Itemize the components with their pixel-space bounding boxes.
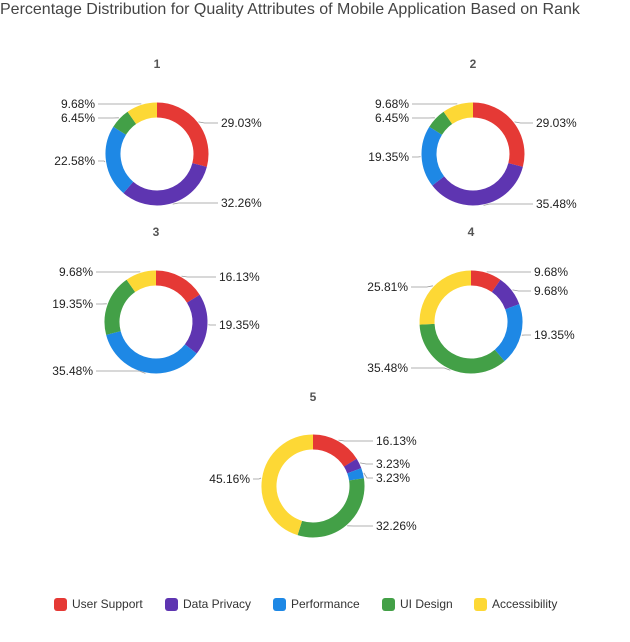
rank-2-label: 2 [470, 57, 477, 71]
rank-5-leader-data-privacy [360, 462, 373, 465]
rank-2-leader-data-privacy [483, 203, 533, 206]
rank-5-leader-user-support [338, 439, 373, 442]
rank-4-label: 4 [468, 225, 475, 239]
legend-swatch-user-support [54, 597, 67, 611]
rank-2-value-accessibility: 9.68% [375, 97, 409, 111]
rank-4-value-performance: 19.35% [534, 328, 575, 342]
rank-3-slice-ui-design [104, 279, 136, 335]
legend-swatch-data-privacy [165, 597, 178, 611]
legend-item-ui-design[interactable]: UI Design [382, 597, 453, 611]
rank-3-value-data-privacy: 19.35% [219, 318, 260, 332]
rank-4-value-data-privacy: 9.68% [534, 284, 568, 298]
rank-5-value-accessibility: 45.16% [209, 472, 250, 486]
rank-5-leader-accessibility [253, 477, 262, 480]
rank-2-value-data-privacy: 35.48% [536, 197, 577, 211]
rank-2-slice-data-privacy [432, 162, 523, 206]
rank-1-leader-data-privacy [172, 202, 218, 205]
legend-item-user-support[interactable]: User Support [54, 597, 143, 611]
legend-item-accessibility[interactable]: Accessibility [474, 597, 557, 611]
rank-5-slice-accessibility [261, 434, 314, 536]
rank-2-slice-performance [421, 126, 445, 186]
rank-3-label: 3 [153, 225, 160, 239]
rank-1-slice-user-support [156, 102, 209, 167]
rank-1-value-user-support: 29.03% [221, 116, 262, 130]
rank-2-slice-user-support [472, 102, 525, 167]
rank-3-leader-performance [96, 370, 146, 374]
rank-2-slice-ui-design [429, 111, 453, 135]
rank-5-slice-data-privacy [343, 458, 362, 474]
legend-label-ui-design: UI Design [400, 597, 453, 611]
chart-title: Percentage Distribution for Quality Attr… [0, 1, 580, 18]
rank-3-slice-data-privacy [184, 294, 208, 354]
rank-4-value-ui-design: 35.48% [367, 361, 408, 375]
rank-5-slice-ui-design [297, 478, 365, 538]
rank-1-slice-ui-design [113, 111, 137, 135]
rank-5-leader-performance [363, 472, 373, 479]
rank-2-value-performance: 19.35% [368, 150, 409, 164]
rank-3-slice-user-support [155, 270, 200, 304]
legend-swatch-ui-design [382, 597, 395, 611]
legend-label-accessibility: Accessibility [492, 597, 558, 611]
rank-4-value-user-support: 9.68% [534, 265, 568, 279]
rank-5-slice-performance [347, 468, 364, 481]
legend-label-performance: Performance [291, 597, 360, 611]
legend-swatch-performance [273, 597, 286, 611]
rank-1-label: 1 [154, 57, 161, 71]
rank-4-slice-user-support [470, 270, 501, 293]
rank-3-value-ui-design: 19.35% [52, 297, 93, 311]
rank-5-value-user-support: 16.13% [376, 434, 417, 448]
rank-4-slice-performance [494, 304, 523, 362]
rank-5-value-ui-design: 32.26% [376, 519, 417, 533]
rank-1-value-data-privacy: 32.26% [221, 196, 262, 210]
rank-1-slice-data-privacy [123, 162, 207, 206]
rank-4-slice-accessibility [419, 270, 472, 325]
legend-swatch-accessibility [474, 597, 487, 611]
rank-1-value-performance: 22.58% [54, 154, 95, 168]
rank-5-value-performance: 3.23% [376, 471, 410, 485]
rank-3-slice-performance [106, 330, 197, 374]
rank-3-leader-user-support [181, 275, 216, 278]
rank-4-value-accessibility: 25.81% [367, 280, 408, 294]
rank-2-slice-accessibility [443, 102, 474, 125]
rank-1-slice-performance [105, 126, 134, 194]
rank-3-value-accessibility: 9.68% [59, 265, 93, 279]
rank-2-value-ui-design: 6.45% [375, 111, 409, 125]
legend: User Support Data Privacy Performance UI… [0, 597, 630, 615]
rank-3-value-performance: 35.48% [52, 364, 93, 378]
rank-3-slice-accessibility [126, 270, 157, 293]
rank-2-value-user-support: 29.03% [536, 116, 577, 130]
legend-label-user-support: User Support [72, 597, 143, 611]
rank-5-label: 5 [310, 390, 317, 404]
rank-1-slice-accessibility [127, 102, 158, 125]
rank-1-leader-user-support [198, 121, 218, 124]
rank-3-value-user-support: 16.13% [219, 270, 260, 284]
rank-1-value-ui-design: 6.45% [61, 111, 95, 125]
rank-4-leader-ui-design [411, 367, 451, 371]
rank-4-leader-accessibility [411, 285, 433, 288]
rank-1-leader-performance [98, 160, 106, 163]
rank-5-value-data-privacy: 3.23% [376, 457, 410, 471]
rank-1-value-accessibility: 9.68% [61, 97, 95, 111]
legend-item-data-privacy[interactable]: Data Privacy [165, 597, 251, 611]
legend-label-data-privacy: Data Privacy [183, 597, 252, 611]
rank-4-leader-data-privacy [512, 289, 531, 292]
rank-5-slice-user-support [312, 434, 357, 468]
legend-item-performance[interactable]: Performance [273, 597, 360, 611]
rank-4-slice-ui-design [419, 323, 505, 374]
rank-2-leader-user-support [514, 121, 533, 124]
rank-4-slice-data-privacy [491, 279, 520, 310]
